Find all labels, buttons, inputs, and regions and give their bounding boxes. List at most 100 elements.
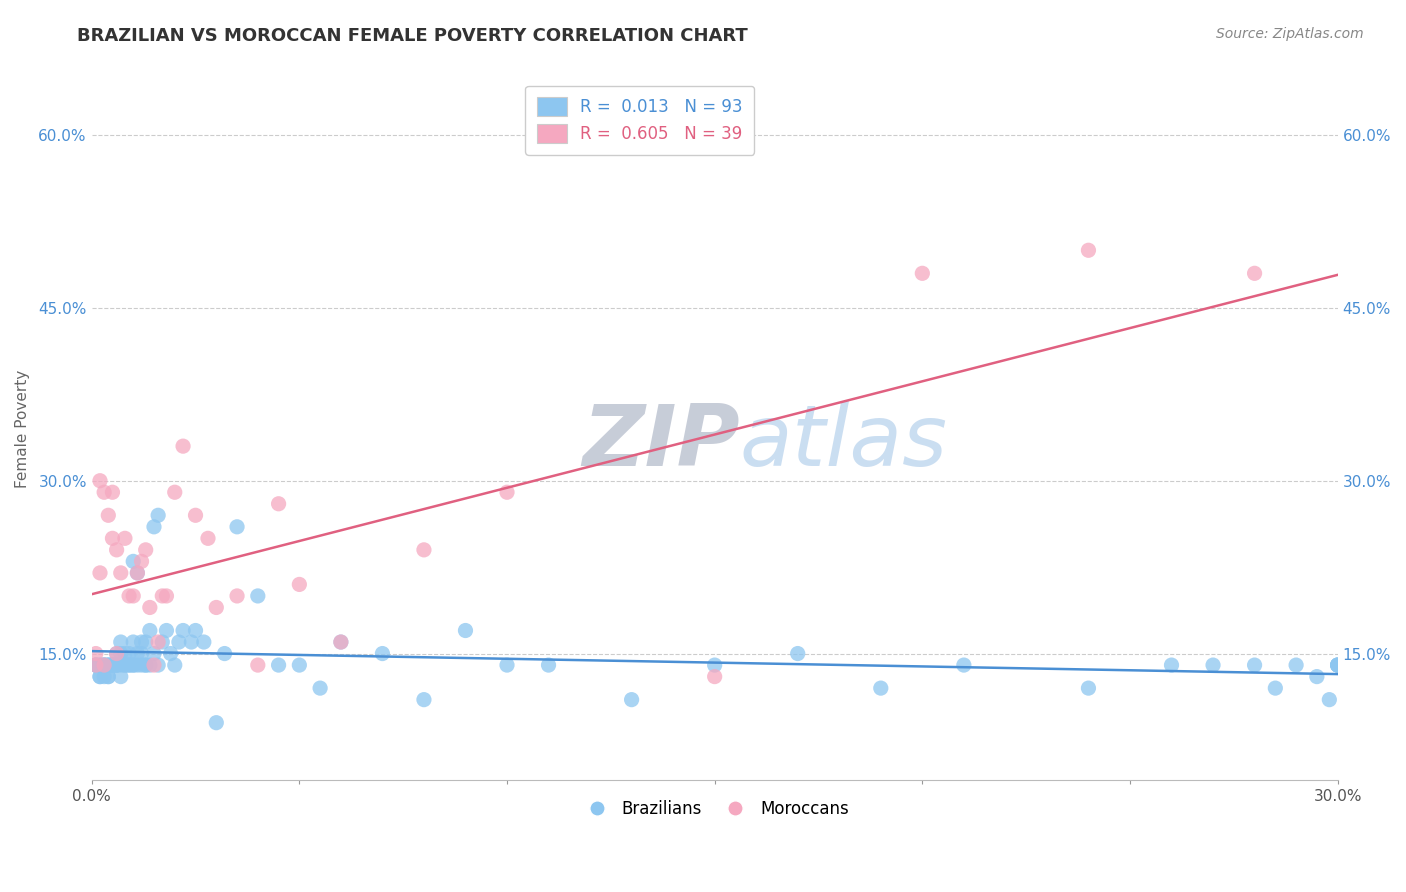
Point — [205, 715, 228, 730]
Point — [288, 658, 311, 673]
Point — [1306, 670, 1329, 684]
Point — [131, 635, 153, 649]
Point — [101, 532, 124, 546]
Point — [89, 658, 111, 673]
Point — [146, 658, 169, 673]
Point — [139, 600, 162, 615]
Point — [172, 439, 194, 453]
Point — [127, 647, 149, 661]
Point — [1264, 681, 1286, 695]
Point — [93, 485, 115, 500]
Point — [89, 658, 111, 673]
Point — [93, 658, 115, 673]
Point — [93, 658, 115, 673]
Point — [101, 658, 124, 673]
Point — [127, 566, 149, 580]
Point — [105, 658, 128, 673]
Point — [155, 589, 177, 603]
Point — [84, 658, 107, 673]
Point — [118, 647, 141, 661]
Point — [180, 635, 202, 649]
Point — [496, 485, 519, 500]
Point — [454, 624, 477, 638]
Point — [101, 658, 124, 673]
Point — [139, 658, 162, 673]
Point — [84, 647, 107, 661]
Point — [226, 589, 249, 603]
Point — [309, 681, 332, 695]
Point — [620, 692, 643, 706]
Point — [105, 658, 128, 673]
Point — [114, 532, 136, 546]
Point — [110, 658, 132, 673]
Point — [122, 554, 145, 568]
Point — [122, 635, 145, 649]
Point — [101, 485, 124, 500]
Point — [143, 647, 166, 661]
Point — [135, 658, 157, 673]
Point — [89, 670, 111, 684]
Point — [953, 658, 976, 673]
Point — [537, 658, 560, 673]
Point — [184, 508, 207, 523]
Point — [135, 658, 157, 673]
Point — [122, 658, 145, 673]
Point — [101, 658, 124, 673]
Point — [159, 647, 181, 661]
Point — [786, 647, 808, 661]
Point — [1077, 244, 1099, 258]
Point — [131, 658, 153, 673]
Point — [101, 658, 124, 673]
Point — [184, 624, 207, 638]
Point — [110, 670, 132, 684]
Point — [89, 670, 111, 684]
Point — [114, 647, 136, 661]
Point — [135, 635, 157, 649]
Point — [193, 635, 215, 649]
Point — [329, 635, 352, 649]
Point — [1326, 658, 1348, 673]
Point — [1326, 658, 1348, 673]
Point — [146, 635, 169, 649]
Point — [143, 658, 166, 673]
Point — [267, 658, 290, 673]
Point — [150, 589, 173, 603]
Point — [155, 624, 177, 638]
Point — [110, 647, 132, 661]
Point — [703, 670, 725, 684]
Point — [197, 532, 219, 546]
Point — [1160, 658, 1182, 673]
Point — [118, 658, 141, 673]
Point — [127, 566, 149, 580]
Point — [97, 670, 120, 684]
Point — [1243, 658, 1265, 673]
Point — [329, 635, 352, 649]
Text: ZIP: ZIP — [582, 401, 740, 484]
Point — [413, 692, 436, 706]
Point — [118, 589, 141, 603]
Point — [97, 658, 120, 673]
Point — [105, 647, 128, 661]
Point — [150, 635, 173, 649]
Point — [135, 542, 157, 557]
Point — [163, 658, 186, 673]
Legend: Brazilians, Moroccans: Brazilians, Moroccans — [574, 793, 856, 825]
Point — [89, 566, 111, 580]
Point — [163, 485, 186, 500]
Point — [1243, 266, 1265, 280]
Point — [127, 658, 149, 673]
Point — [110, 635, 132, 649]
Point — [93, 670, 115, 684]
Point — [105, 542, 128, 557]
Point — [101, 658, 124, 673]
Point — [97, 658, 120, 673]
Point — [139, 624, 162, 638]
Point — [97, 658, 120, 673]
Point — [1317, 692, 1340, 706]
Point — [122, 589, 145, 603]
Point — [214, 647, 236, 661]
Point — [97, 508, 120, 523]
Point — [167, 635, 190, 649]
Point — [93, 658, 115, 673]
Text: BRAZILIAN VS MOROCCAN FEMALE POVERTY CORRELATION CHART: BRAZILIAN VS MOROCCAN FEMALE POVERTY COR… — [77, 27, 748, 45]
